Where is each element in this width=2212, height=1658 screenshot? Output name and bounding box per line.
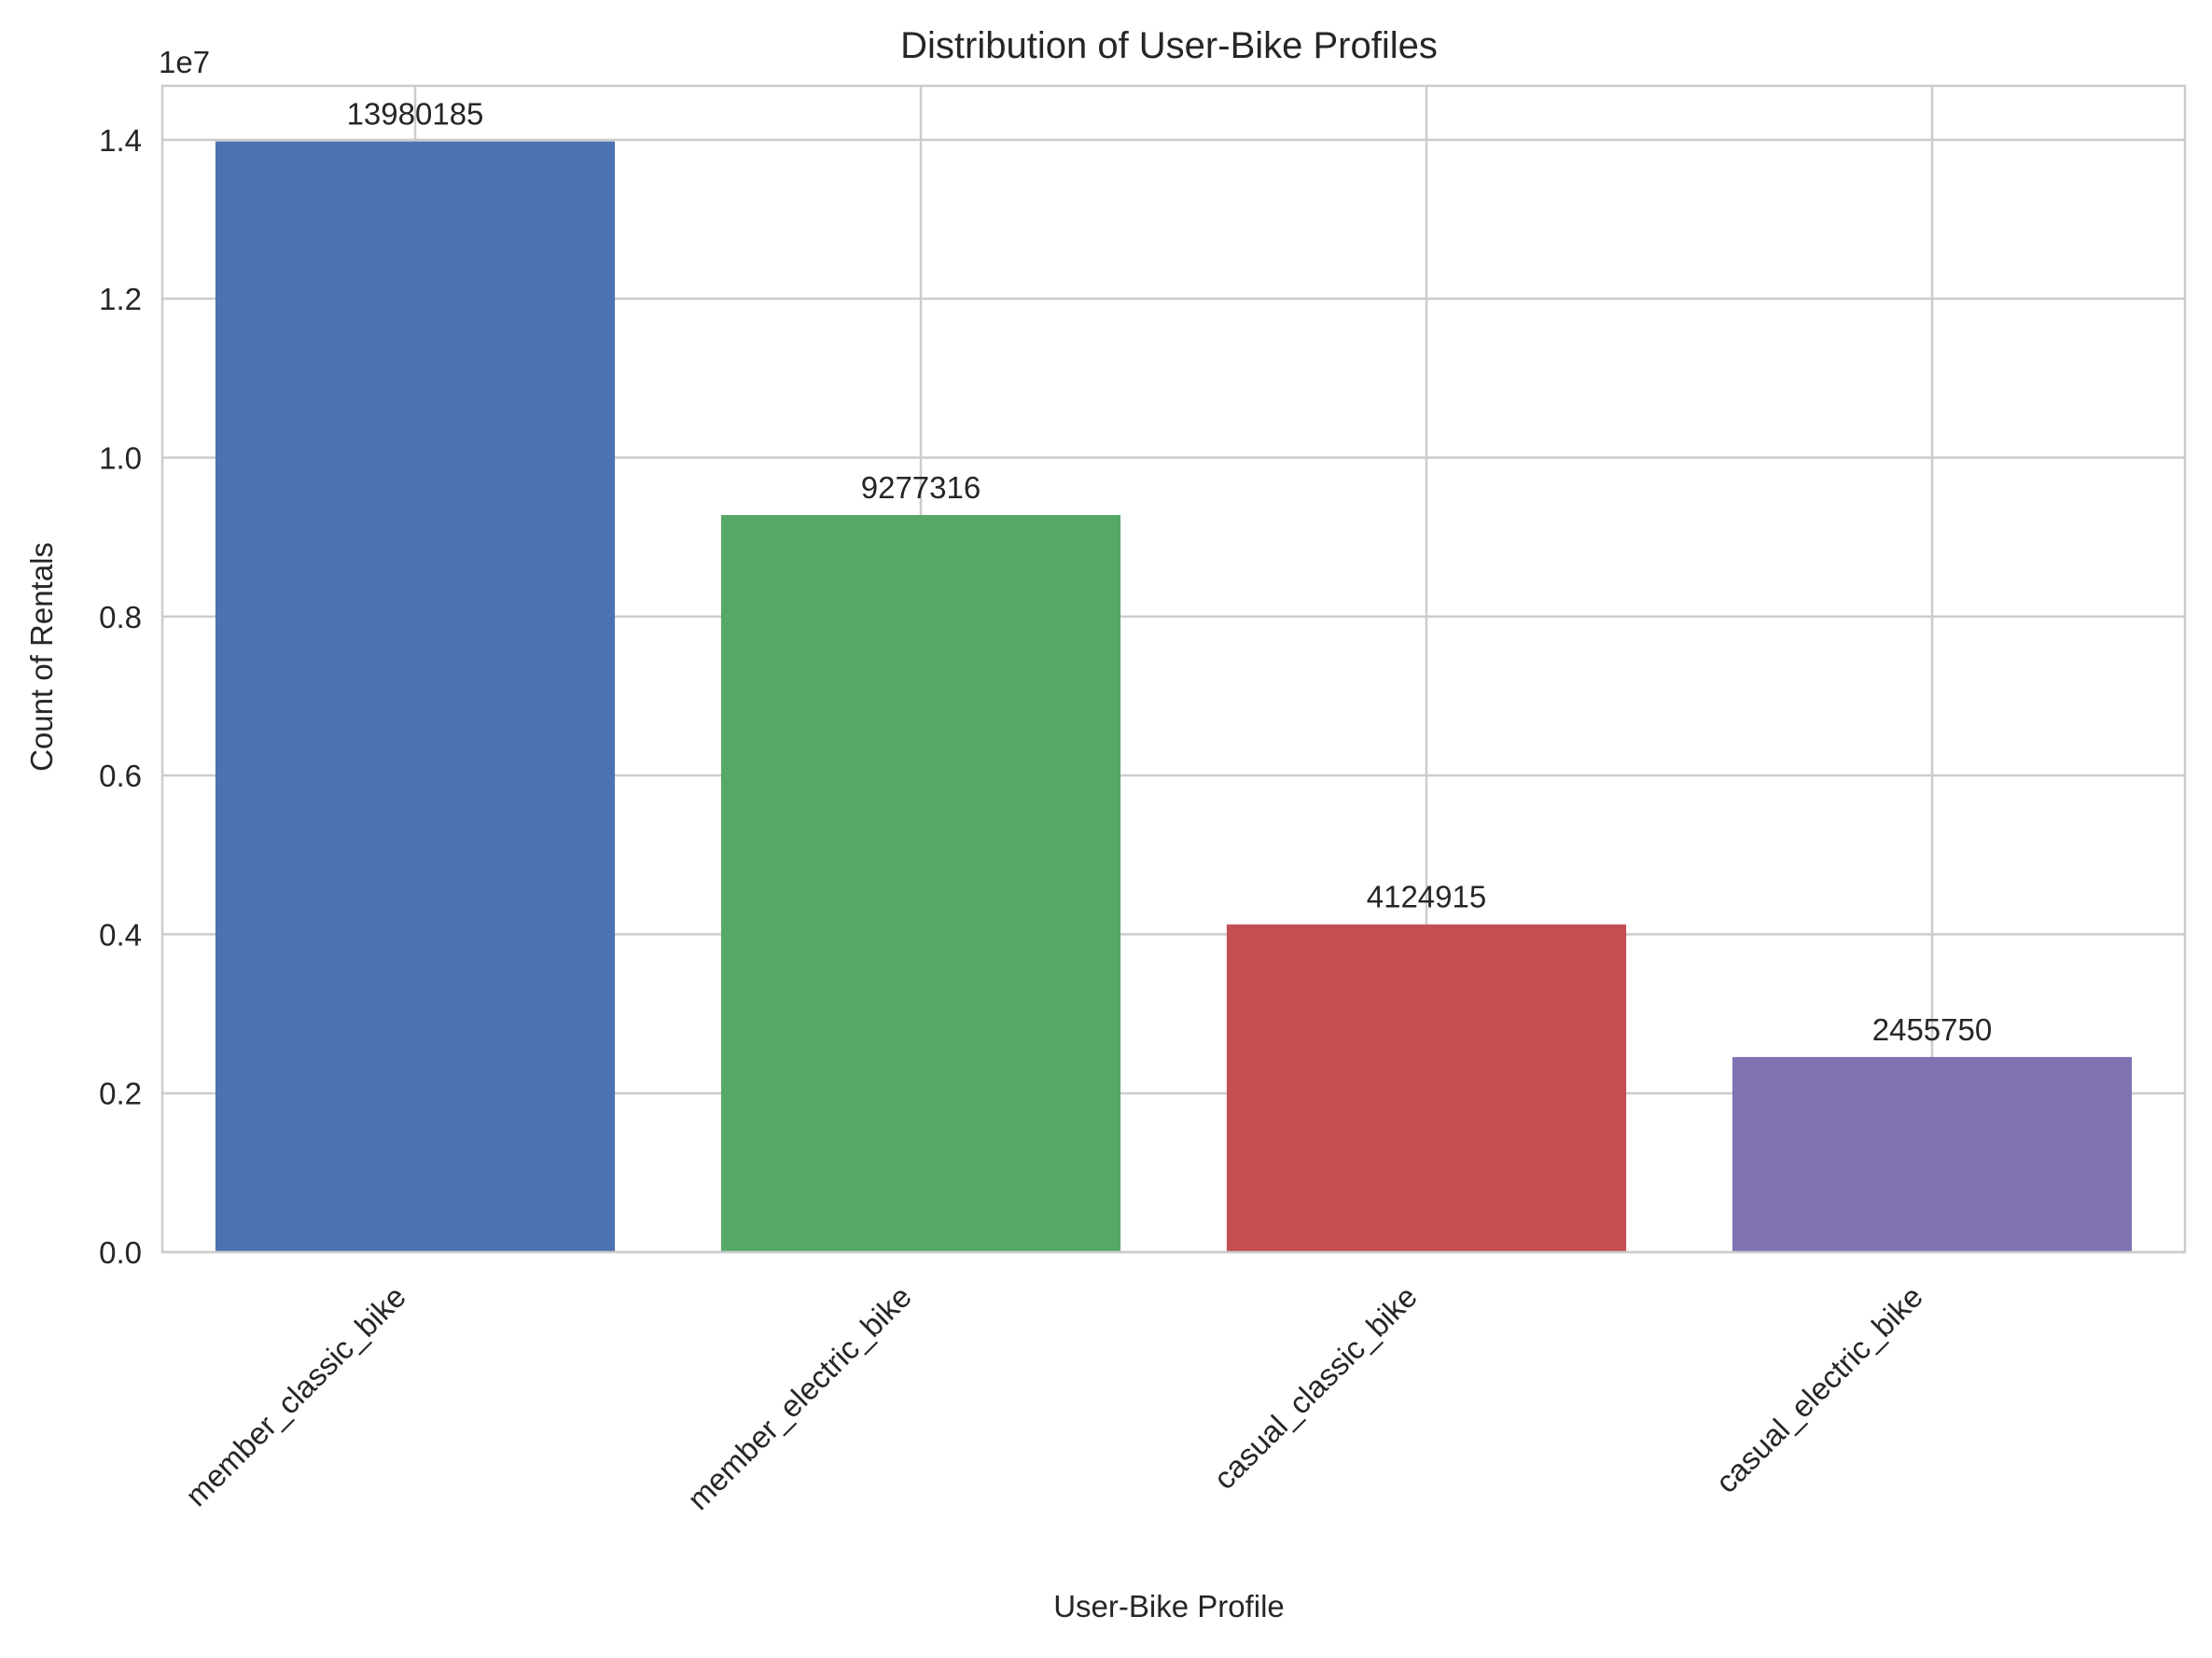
chart-title: Distribution of User-Bike Profiles <box>900 25 1438 66</box>
x-axis-label: User-Bike Profile <box>1053 1589 1285 1623</box>
y-tick-label: 0.4 <box>99 917 142 952</box>
y-tick-label: 0.0 <box>99 1235 142 1270</box>
plot-frame <box>160 84 2187 1254</box>
data-label: 2455750 <box>1872 1012 1992 1047</box>
y-tick-label: 0.6 <box>99 759 142 793</box>
bar-casual_electric_bike <box>1732 1056 2133 1252</box>
bar-member_electric_bike <box>720 514 1121 1252</box>
bars <box>215 141 2133 1252</box>
y-axis-label: Count of Rentals <box>24 542 59 772</box>
bar-casual_classic_bike <box>1226 924 1627 1252</box>
y-tick-label: 1.2 <box>99 282 142 316</box>
bar-member_classic_bike <box>215 141 616 1252</box>
data-label: 4124915 <box>1367 880 1486 914</box>
data-label: 13980185 <box>347 97 484 132</box>
y-tick-label: 1.4 <box>99 123 142 158</box>
y-tick-label: 1.0 <box>99 440 142 475</box>
axes-frame <box>160 84 2187 1254</box>
y-axis-offset-label: 1e7 <box>159 45 210 79</box>
data-label: 9277316 <box>861 470 981 505</box>
y-tick-label: 0.2 <box>99 1077 142 1111</box>
y-tick-label: 0.8 <box>99 600 142 634</box>
